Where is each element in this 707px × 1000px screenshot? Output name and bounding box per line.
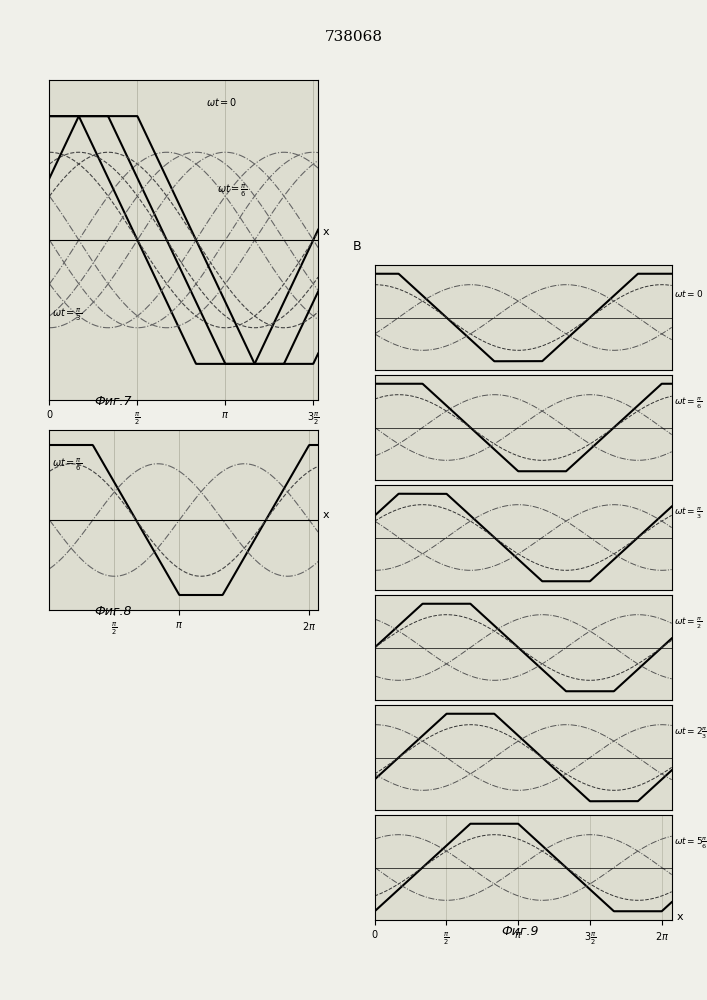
Text: Фиг.7: Фиг.7 [94,395,132,408]
Text: $\omega t = \frac{\pi}{6}$: $\omega t = \frac{\pi}{6}$ [674,396,702,411]
Text: Фиг.8: Фиг.8 [94,605,132,618]
Text: x: x [322,227,329,237]
Text: $\omega t = \frac{\pi}{6}$: $\omega t = \frac{\pi}{6}$ [218,183,247,199]
Text: Фиг.9: Фиг.9 [501,925,539,938]
Text: B: B [353,240,361,253]
Text: x: x [323,510,329,520]
Text: $\omega t = 5\frac{\pi}{6}$: $\omega t = 5\frac{\pi}{6}$ [674,836,707,851]
Text: $\omega t = \frac{\pi}{3}$: $\omega t = \frac{\pi}{3}$ [52,307,83,323]
Text: $\omega t = \frac{\pi}{6}$: $\omega t = \frac{\pi}{6}$ [52,457,82,473]
Text: $\omega t = 2\frac{\pi}{3}$: $\omega t = 2\frac{\pi}{3}$ [674,726,707,741]
Text: $\omega t = \frac{\pi}{2}$: $\omega t = \frac{\pi}{2}$ [674,616,702,631]
Text: x: x [677,912,684,922]
Text: $\omega t = \frac{\pi}{3}$: $\omega t = \frac{\pi}{3}$ [674,506,702,521]
Text: 738068: 738068 [325,30,382,44]
Text: $\omega t = 0$: $\omega t = 0$ [674,288,703,299]
Text: $\omega t = 0$: $\omega t = 0$ [206,96,238,108]
